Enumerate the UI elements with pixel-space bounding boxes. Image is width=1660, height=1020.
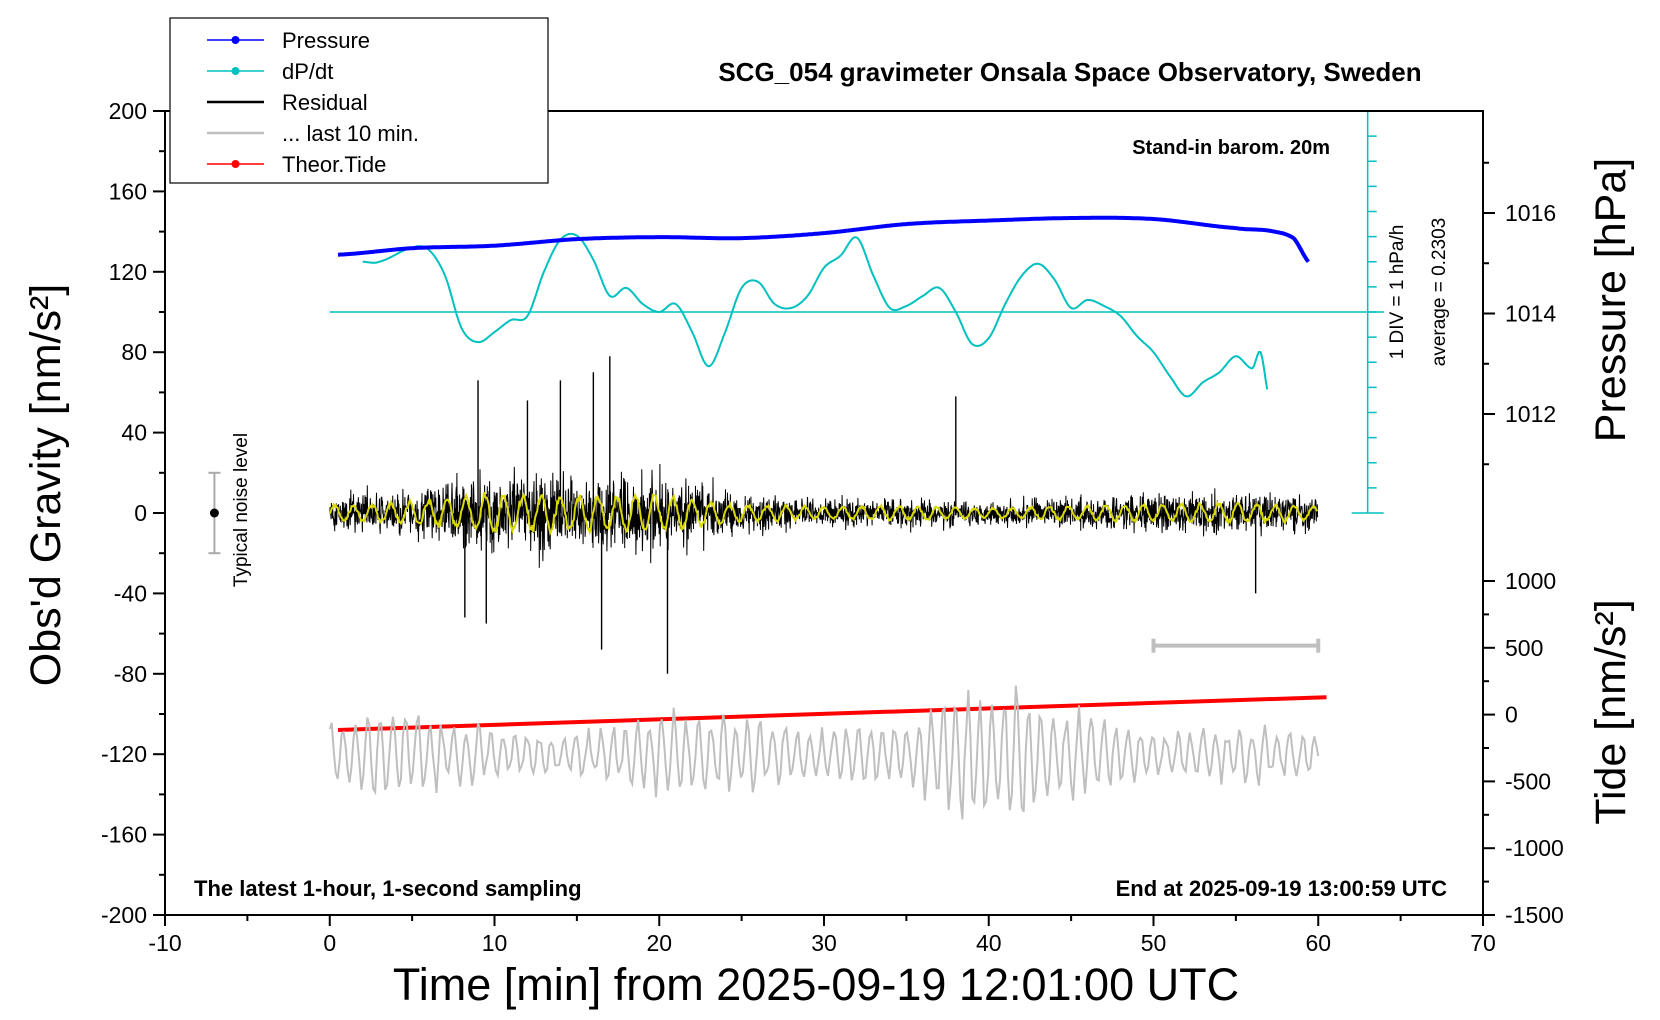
y-tick-label: -200: [101, 902, 147, 928]
residual-smoothed-line: [328, 491, 1319, 536]
tide-tick-label: -1000: [1505, 835, 1564, 861]
y-tick-label: 160: [109, 178, 147, 204]
dpdt-average-annotation: average = 0.2303: [1429, 218, 1450, 366]
x-tick-label: 50: [1141, 930, 1167, 956]
tide-tick-label: -1500: [1505, 902, 1564, 928]
legend-label: Residual: [282, 90, 368, 115]
annotation-layer: SCG_054 gravimeter Onsala Space Observat…: [22, 57, 1635, 1010]
x-tick-label: 20: [646, 930, 672, 956]
legend-label: dP/dt: [282, 59, 333, 84]
y-tick-label: -120: [101, 741, 147, 767]
sampling-annotation: The latest 1-hour, 1-second sampling: [194, 876, 582, 901]
tide-tick-label: 1000: [1505, 568, 1556, 594]
y-tick-label: 200: [109, 98, 147, 124]
legend-swatch-dot: [231, 36, 240, 44]
pressure-series-layer: [337, 215, 1310, 263]
x-tick-label: 60: [1305, 930, 1331, 956]
x-tick-label: 70: [1470, 930, 1496, 956]
x-tick-label: -10: [148, 930, 181, 956]
last10-line: [328, 685, 1320, 820]
y-tick-label: -160: [101, 822, 147, 848]
pressure-tick-label: 1014: [1505, 301, 1556, 327]
chart-title: SCG_054 gravimeter Onsala Space Observat…: [718, 57, 1421, 87]
y-tick-label: 120: [109, 259, 147, 285]
y-tick-label: -80: [114, 661, 147, 687]
barometer-annotation: Stand-in barom. 20m: [1132, 137, 1330, 159]
legend-label: Theor.Tide: [282, 152, 386, 177]
dpdt-scale-annotation: 1 DIV = 1 hPa/h: [1387, 225, 1408, 360]
tide-tick-label: 500: [1505, 635, 1543, 661]
residual-line: [329, 463, 1319, 568]
pressure-tick-label: 1016: [1505, 200, 1556, 226]
x-tick-label: 10: [482, 930, 508, 956]
x-axis-label: Time [min] from 2025-09-19 12:01:00 UTC: [393, 959, 1239, 1010]
tide-tick-label: 0: [1505, 702, 1518, 728]
legend-swatch-dot: [231, 67, 240, 75]
residual-series-layer: [328, 356, 1319, 674]
noise-bar-dot: [209, 508, 219, 518]
y-axis-left-label: Obs'd Gravity [nm/s²]: [22, 284, 70, 686]
y-tick-label: 0: [134, 500, 147, 526]
end-time-annotation: End at 2025-09-19 13:00:59 UTC: [1116, 876, 1447, 901]
pressure-tick-label: 1012: [1505, 401, 1556, 427]
x-tick-label: 40: [976, 930, 1002, 956]
legend-swatch-dot: [231, 160, 240, 168]
dpdt-series-layer: [329, 110, 1385, 514]
tide-line: [337, 695, 1327, 732]
y-tick-label: 40: [121, 420, 147, 446]
tide-series-layer: [337, 695, 1327, 732]
legend-label: Pressure: [282, 28, 370, 53]
dpdt-line: [362, 232, 1269, 398]
x-tick-label: 30: [811, 930, 837, 956]
y-axis-left-label-text: Obs'd Gravity [nm/s²]: [22, 284, 70, 686]
y-tick-label: -40: [114, 580, 147, 606]
legend-label: ... last 10 min.: [282, 121, 419, 146]
last10-series-layer: [328, 685, 1320, 820]
pressure-line: [337, 215, 1310, 263]
tide-tick-label: -500: [1505, 768, 1551, 794]
noise-level-annotation: Typical noise level: [231, 433, 252, 587]
x-tick-label: 0: [323, 930, 336, 956]
axes-layer: -10 0 10 20 30 40 50 60 70 200 160 120 80 40 0 -40 -80 -1…: [101, 98, 1564, 956]
y-tick-label: 80: [121, 339, 147, 365]
legend: Pressure dP/dt Residual ... last 10 min. The…: [169, 17, 549, 184]
y-axis-tide-label: Tide [nm/s²]: [1587, 599, 1635, 824]
legend-box: [169, 17, 549, 184]
y-axis-pressure-label: Pressure [hPa]: [1587, 158, 1635, 442]
